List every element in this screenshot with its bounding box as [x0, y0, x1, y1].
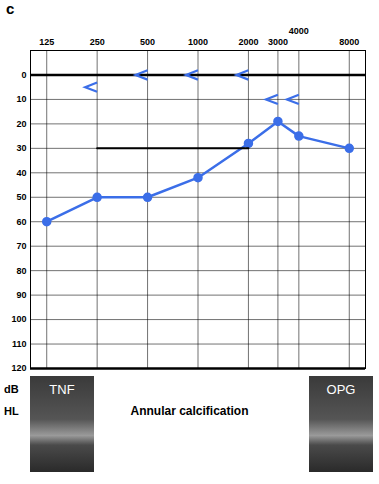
html-text:c: c — [6, 0, 15, 17]
html-text:OPG: OPG — [326, 382, 356, 397]
html-text:dB HL: dB HL — [4, 383, 19, 417]
svg-text:100: 100 — [11, 314, 26, 324]
html-text:TNF: TNF — [49, 382, 75, 397]
svg-text:40: 40 — [16, 168, 26, 178]
svg-text:500: 500 — [140, 37, 155, 47]
svg-text:1000: 1000 — [188, 37, 208, 47]
svg-text:70: 70 — [16, 241, 26, 251]
svg-text:2000: 2000 — [238, 37, 258, 47]
svg-text:20: 20 — [16, 119, 26, 129]
svg-text:90: 90 — [16, 290, 26, 300]
svg-text:0: 0 — [21, 70, 26, 80]
svg-text:3000: 3000 — [268, 37, 288, 47]
svg-text:30: 30 — [16, 143, 26, 153]
svg-text:250: 250 — [90, 37, 105, 47]
html-text:Annular calcification: Annular calcification — [130, 404, 249, 418]
svg-text:8000: 8000 — [339, 37, 359, 47]
svg-text:125: 125 — [39, 37, 54, 47]
svg-text:10: 10 — [16, 94, 26, 104]
svg-text:80: 80 — [16, 266, 26, 276]
svg-text:60: 60 — [16, 217, 26, 227]
svg-text:50: 50 — [16, 192, 26, 202]
svg-text:120: 120 — [11, 363, 26, 373]
svg-text:4000: 4000 — [289, 26, 309, 36]
svg-text:110: 110 — [12, 339, 27, 349]
